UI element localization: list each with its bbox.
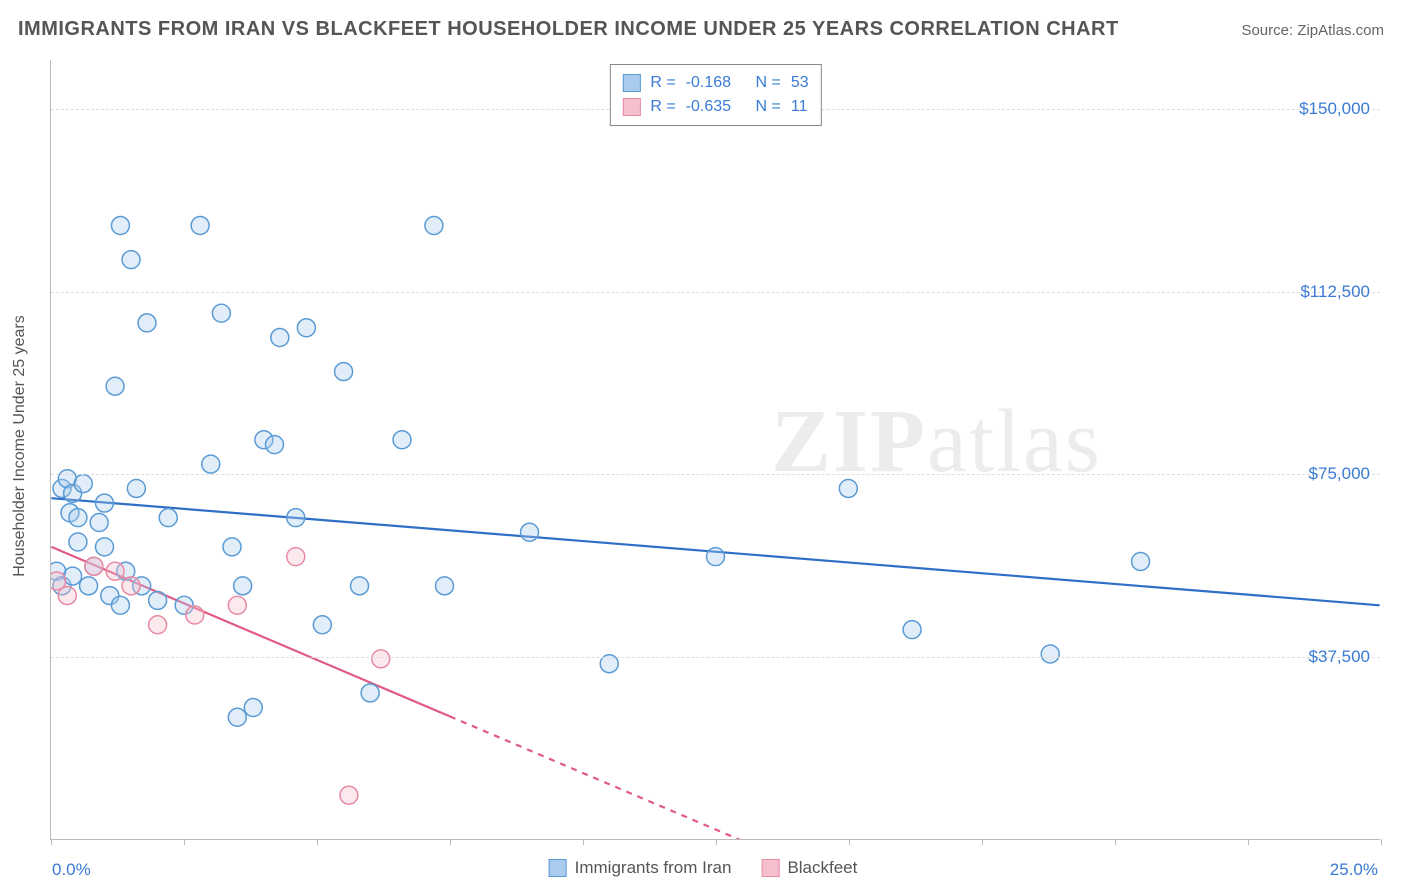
r-label: R = — [650, 71, 675, 95]
legend-item-iran: Immigrants from Iran — [549, 858, 732, 878]
r-value-iran: -0.168 — [686, 71, 731, 95]
x-axis-max-label: 25.0% — [1330, 860, 1378, 880]
source-label: Source: ZipAtlas.com — [1241, 22, 1384, 39]
x-tick — [51, 839, 52, 845]
legend-stats: R = -0.168 N = 53 R = -0.635 N = 11 — [609, 64, 821, 126]
y-tick-label: $75,000 — [1309, 464, 1370, 484]
grid-line — [51, 292, 1380, 293]
legend-label-blackfeet: Blackfeet — [787, 858, 857, 878]
x-tick — [450, 839, 451, 845]
y-axis-title: Householder Income Under 25 years — [11, 315, 29, 576]
r-label: R = — [650, 95, 675, 119]
legend-series: Immigrants from Iran Blackfeet — [549, 858, 858, 878]
n-value-blackfeet: 11 — [791, 95, 808, 119]
legend-label-iran: Immigrants from Iran — [575, 858, 732, 878]
legend-item-blackfeet: Blackfeet — [761, 858, 857, 878]
chart-svg — [51, 60, 1380, 839]
x-tick — [184, 839, 185, 845]
n-value-iran: 53 — [791, 71, 809, 95]
plot-area: R = -0.168 N = 53 R = -0.635 N = 11 ZIPa… — [50, 60, 1380, 840]
x-tick — [317, 839, 318, 845]
grid-line — [51, 474, 1380, 475]
x-tick — [982, 839, 983, 845]
n-label: N = — [756, 71, 781, 95]
x-axis-min-label: 0.0% — [52, 860, 91, 880]
y-tick-label: $37,500 — [1309, 647, 1370, 667]
legend-swatch-blackfeet-bottom — [761, 859, 779, 877]
r-value-blackfeet: -0.635 — [686, 95, 731, 119]
x-tick — [716, 839, 717, 845]
legend-stats-row-1: R = -0.168 N = 53 — [622, 71, 808, 95]
x-tick — [1381, 839, 1382, 845]
n-label: N = — [756, 95, 781, 119]
x-tick — [849, 839, 850, 845]
y-tick-label: $150,000 — [1299, 99, 1370, 119]
y-tick-label: $112,500 — [1300, 282, 1370, 302]
chart-title: IMMIGRANTS FROM IRAN VS BLACKFEET HOUSEH… — [18, 18, 1119, 41]
x-tick — [1115, 839, 1116, 845]
x-tick — [583, 839, 584, 845]
legend-swatch-blackfeet — [622, 98, 640, 116]
x-tick — [1248, 839, 1249, 845]
grid-line — [51, 657, 1380, 658]
legend-stats-row-2: R = -0.635 N = 11 — [622, 95, 808, 119]
legend-swatch-iran — [622, 74, 640, 92]
legend-swatch-iran-bottom — [549, 859, 567, 877]
